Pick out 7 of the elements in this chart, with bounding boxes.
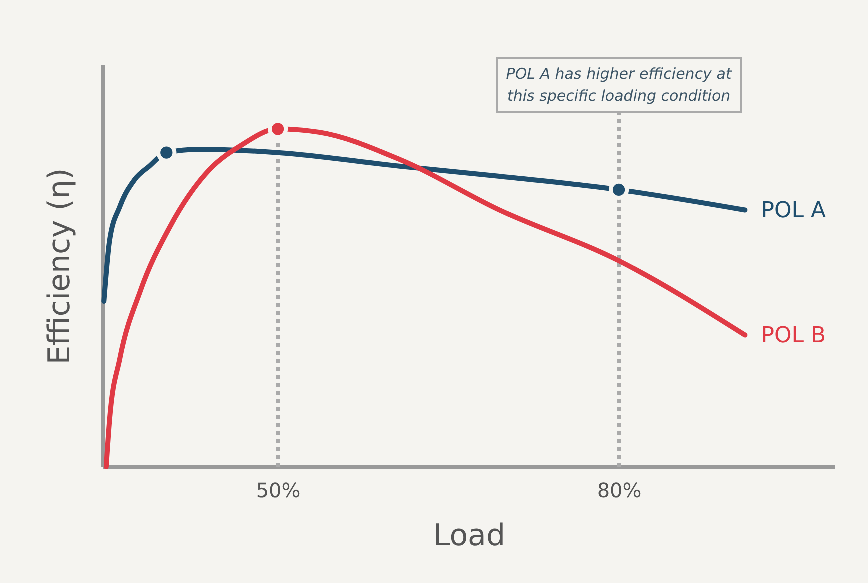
x-axis-title: Load <box>434 518 506 554</box>
y-axis-title: Efficiency (η) <box>42 168 78 365</box>
series-label: POL B <box>761 323 826 348</box>
ref-line-label: POL A has higher efficiency at this specific loading condition <box>506 65 733 105</box>
x-tick-label: 50% <box>256 478 301 502</box>
x-tick-label: 80% <box>597 478 642 502</box>
series-label: POL A <box>761 198 826 224</box>
